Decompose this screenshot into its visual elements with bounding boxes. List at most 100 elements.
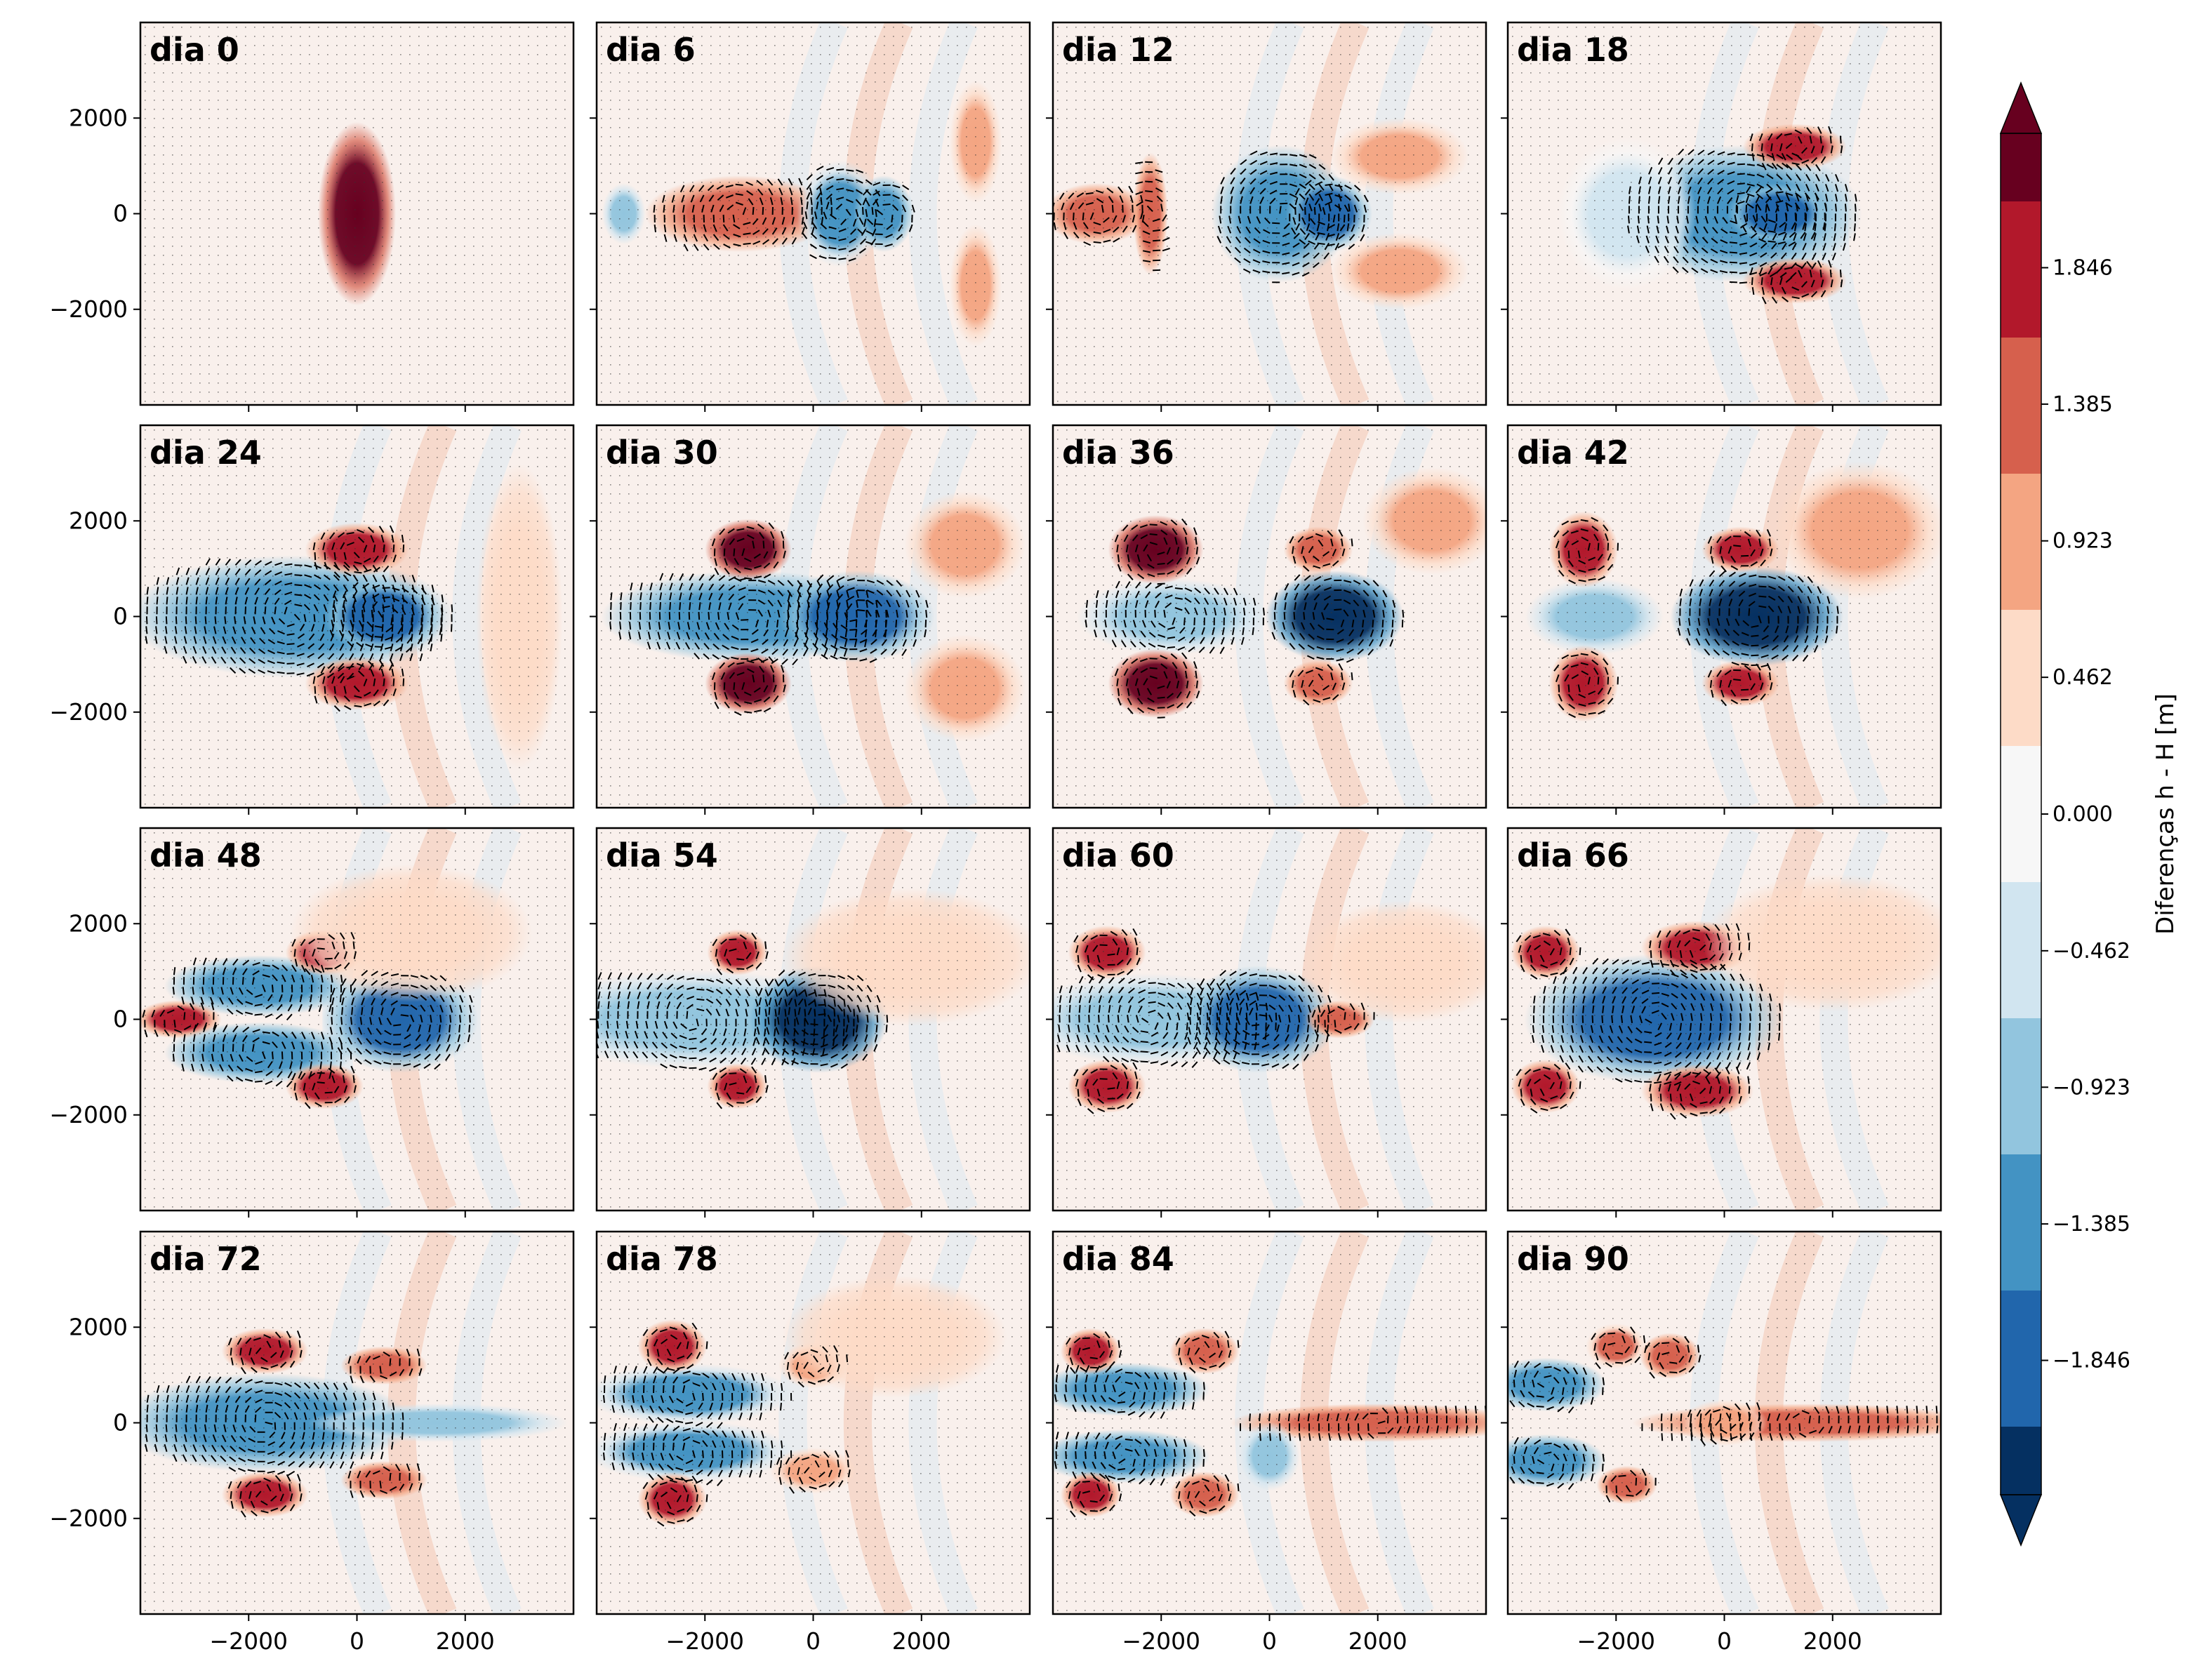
- anomaly-blob: [340, 1461, 427, 1500]
- panel-title: dia 84: [1062, 1240, 1174, 1278]
- wave-streak: [908, 22, 978, 405]
- y-tick-label: 2000: [69, 1313, 128, 1340]
- anomaly-blob: [1301, 900, 1486, 1023]
- colorbar-segment: [2001, 133, 2041, 202]
- vector-arrows: [1056, 928, 1375, 1114]
- vector-arrows: [1085, 518, 1405, 719]
- panel-title: dia 66: [1517, 836, 1629, 874]
- anomaly-blob: [1702, 526, 1780, 573]
- anomaly-blob: [637, 1472, 708, 1526]
- anomaly-blob: [1133, 152, 1168, 275]
- anomaly-blob: [1508, 1434, 1607, 1488]
- panel-14: dia 84 −2000 0 2000: [1046, 1230, 1487, 1655]
- colorbar-segment: [2001, 678, 2041, 747]
- anomaly-blob: [1283, 526, 1353, 573]
- colorbar: −1.846 −1.385 −0.923 −0.462 0.000 0.462 0.923 1…: [1999, 81, 2180, 1547]
- panel-title: dia 48: [150, 836, 262, 874]
- panel-title: dia 24: [150, 434, 262, 472]
- x-tick-label: 0: [806, 1627, 821, 1655]
- anomaly-blob: [1511, 1059, 1581, 1114]
- vector-arrows: [602, 1322, 851, 1527]
- vector-arrows: [1553, 516, 1839, 719]
- x-tick-label: −2000: [1122, 1627, 1200, 1655]
- colorbar-segment: [2001, 610, 2041, 679]
- anomaly-blob: [476, 463, 563, 770]
- wave-streak: [452, 425, 522, 808]
- anomaly-blob: [1108, 515, 1204, 585]
- x-tick-label: 0: [1717, 1627, 1732, 1655]
- vector-arrows: [1516, 923, 1782, 1120]
- colorbar-segment: [2001, 269, 2041, 338]
- anomaly-blob: [904, 634, 1026, 742]
- x-tick-label: 2000: [436, 1627, 495, 1655]
- vector-arrows: [142, 931, 473, 1109]
- panel-3: dia 18: [1501, 21, 1942, 412]
- panel-title: dia 36: [1062, 434, 1174, 472]
- anomaly-blob: [1640, 1333, 1701, 1379]
- panel-4: dia 24 2000 0 −2000: [49, 424, 575, 815]
- y-tick-label: −2000: [49, 698, 128, 726]
- anomaly-blob: [1076, 578, 1268, 655]
- anomaly-blob: [1283, 660, 1353, 707]
- vector-arrows: [1508, 1326, 1939, 1503]
- y-tick-label: 2000: [69, 507, 128, 534]
- x-tick-label: 2000: [892, 1627, 951, 1655]
- anomaly-blob: [707, 1063, 768, 1109]
- colorbar-segment: [2001, 882, 2041, 951]
- y-tick-label: −2000: [49, 295, 128, 323]
- panel-13: dia 78 −2000 0 2000: [590, 1230, 1031, 1655]
- x-tick-label: 2000: [1803, 1627, 1862, 1655]
- panel-5: dia 30: [590, 424, 1031, 815]
- anomaly-blob: [1772, 461, 1941, 599]
- vector-arrows: [145, 525, 453, 712]
- x-tick-label: −2000: [209, 1627, 288, 1655]
- colorbar-extend-min: [1999, 1494, 2043, 1547]
- vector-arrows: [609, 522, 929, 716]
- panel-9: dia 54: [590, 827, 1031, 1218]
- panel-15: dia 90 −2000 0 2000: [1501, 1230, 1942, 1655]
- anomaly-blob: [781, 1275, 1007, 1399]
- colorbar-segment: [2001, 1359, 2041, 1427]
- anomaly-blob: [1239, 1422, 1300, 1491]
- colorbar-tick-label: 1.385: [2053, 392, 2113, 417]
- anomaly-blob: [1169, 1328, 1240, 1375]
- anomaly-blob: [1524, 954, 1784, 1085]
- anomaly-blob: [1053, 1429, 1210, 1484]
- anomaly-blob: [637, 1319, 708, 1373]
- colorbar-segment: [2001, 542, 2041, 611]
- colorbar-tick-label: −1.846: [2053, 1349, 2130, 1373]
- anomaly-blob: [1265, 571, 1404, 662]
- colorbar-segment: [2001, 1427, 2041, 1495]
- vector-arrows: [597, 932, 889, 1109]
- anomaly-blob: [1108, 648, 1204, 718]
- anomaly-blob: [1702, 660, 1780, 707]
- colorbar-segment: [2001, 1291, 2041, 1359]
- anomaly-blob: [949, 224, 1002, 347]
- panel-11: dia 66: [1501, 827, 1942, 1218]
- colorbar-extend-max: [1999, 81, 2043, 134]
- panel-1: dia 6: [590, 21, 1031, 412]
- x-tick-label: −2000: [1577, 1627, 1655, 1655]
- anomaly-blob: [1586, 1323, 1647, 1370]
- anomaly-blob: [1640, 1064, 1754, 1118]
- anomaly-blob: [602, 182, 646, 245]
- panel-title: dia 12: [1062, 31, 1174, 69]
- panel-title: dia 78: [606, 1240, 718, 1278]
- vector-arrows: [653, 166, 915, 262]
- x-tick-label: 0: [350, 1627, 364, 1655]
- anomaly-blob: [1169, 1471, 1240, 1518]
- anomaly-blob: [644, 175, 836, 252]
- panel-7: dia 42: [1501, 424, 1942, 815]
- x-tick-label: 0: [1262, 1627, 1277, 1655]
- anomaly-blob: [1329, 118, 1469, 195]
- panel-title: dia 18: [1517, 31, 1629, 69]
- anomaly-blob: [1068, 925, 1146, 980]
- colorbar-segment: [2001, 814, 2041, 883]
- anomaly-blob: [781, 888, 1030, 1027]
- colorbar-tick-label: 0.462: [2053, 665, 2113, 690]
- panel-0: dia 0 2000 0 −2000: [49, 21, 575, 412]
- panel-title: dia 60: [1062, 836, 1174, 874]
- anomaly-blob: [707, 929, 768, 975]
- panel-title: dia 72: [150, 1240, 262, 1278]
